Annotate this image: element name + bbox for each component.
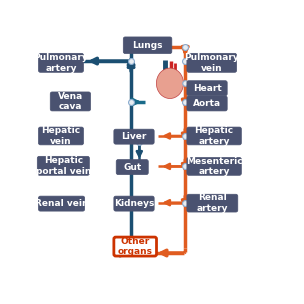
Point: [183, 81, 188, 86]
Point: [118, 164, 123, 169]
FancyBboxPatch shape: [187, 81, 227, 96]
Text: Hepatic
portal vein: Hepatic portal vein: [36, 156, 91, 175]
FancyBboxPatch shape: [187, 96, 227, 111]
FancyBboxPatch shape: [39, 53, 84, 72]
Text: Other
organs: Other organs: [118, 237, 153, 256]
Text: Renal vein: Renal vein: [35, 199, 88, 208]
Text: Renal
artery: Renal artery: [197, 193, 228, 213]
Point: [137, 140, 142, 144]
Text: Hepatic
artery: Hepatic artery: [195, 126, 234, 146]
Point: [183, 133, 188, 138]
Text: Kidneys: Kidneys: [114, 199, 154, 208]
Point: [118, 133, 123, 138]
FancyBboxPatch shape: [187, 53, 237, 72]
Text: Heart: Heart: [193, 84, 221, 93]
FancyBboxPatch shape: [37, 156, 89, 175]
FancyBboxPatch shape: [39, 196, 85, 211]
Point: [118, 200, 123, 205]
Point: [183, 100, 188, 105]
Point: [129, 59, 133, 64]
Text: Liver: Liver: [121, 132, 147, 141]
FancyBboxPatch shape: [114, 196, 154, 211]
Text: Lungs: Lungs: [132, 41, 163, 50]
Text: Gut: Gut: [123, 163, 141, 171]
Text: Aorta: Aorta: [193, 99, 221, 108]
FancyBboxPatch shape: [50, 92, 91, 111]
FancyBboxPatch shape: [114, 237, 157, 256]
Ellipse shape: [156, 68, 184, 98]
Text: Pulmonary
vein: Pulmonary vein: [185, 53, 239, 73]
Point: [183, 200, 188, 205]
Text: Hepatic
vein: Hepatic vein: [41, 126, 81, 146]
Text: Pulmonary
artery: Pulmonary artery: [34, 53, 88, 73]
Point: [129, 45, 133, 50]
FancyBboxPatch shape: [187, 157, 241, 175]
FancyBboxPatch shape: [39, 127, 84, 145]
Point: [183, 164, 188, 169]
Text: Mesenteric
artery: Mesenteric artery: [186, 157, 242, 176]
FancyBboxPatch shape: [187, 194, 238, 212]
Text: Vena
cava: Vena cava: [58, 92, 83, 111]
Point: [129, 100, 133, 105]
FancyBboxPatch shape: [123, 37, 172, 54]
Point: [183, 45, 188, 50]
Point: [183, 59, 188, 64]
FancyBboxPatch shape: [116, 160, 148, 174]
FancyBboxPatch shape: [114, 129, 154, 144]
FancyBboxPatch shape: [187, 127, 241, 145]
